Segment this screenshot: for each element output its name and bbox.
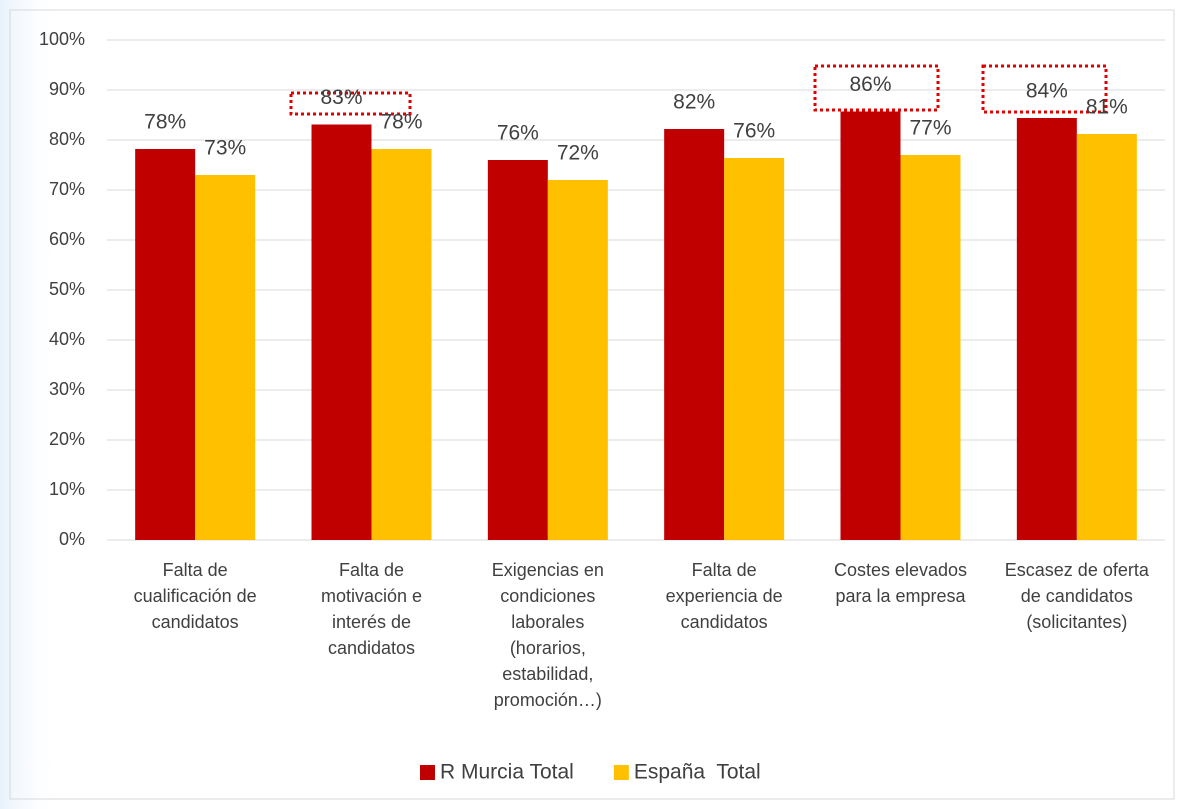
legend-label: R Murcia Total [440, 761, 574, 784]
value-label: 73% [204, 137, 246, 160]
bar [135, 149, 196, 540]
value-label: 86% [849, 73, 891, 96]
legend-swatch [613, 765, 629, 780]
y-tick-label: 70% [49, 179, 85, 199]
value-label: 78% [144, 111, 186, 134]
highlight-box [289, 91, 412, 116]
y-tick-label: 50% [49, 279, 85, 299]
x-tick-label: Exigencias en condiciones laborales (hor… [491, 560, 604, 710]
y-tick-label: 30% [49, 379, 85, 399]
y-tick-label: 60% [49, 229, 85, 249]
bar [1016, 118, 1077, 540]
bar [1076, 134, 1137, 540]
bar [371, 149, 432, 540]
background-tint [0, 0, 60, 809]
highlight-box [813, 64, 940, 112]
bar [664, 129, 725, 540]
value-label: 81% [1086, 96, 1128, 119]
y-tick-label: 40% [49, 329, 85, 349]
highlight-box [981, 64, 1108, 114]
x-tick-label: Falta de cualificación de candidatos [133, 560, 257, 632]
y-tick-label: 10% [49, 479, 85, 499]
x-tick-label: Falta de motivación e interés de candida… [320, 560, 423, 658]
bar [311, 124, 372, 540]
bar [724, 158, 785, 540]
bar [195, 175, 256, 540]
x-tick-label: Escasez de oferta de candidatos (solicit… [1004, 560, 1149, 632]
legend-label: España Total [634, 761, 761, 784]
y-tick-label: 90% [49, 79, 85, 99]
value-label: 76% [497, 122, 539, 145]
bar [900, 155, 961, 540]
value-label: 83% [320, 86, 362, 109]
value-label: 78% [380, 111, 422, 134]
value-label: 72% [557, 142, 599, 165]
legend-swatch [420, 765, 435, 780]
value-label: 82% [673, 91, 715, 114]
value-label: 84% [1026, 80, 1068, 103]
y-tick-label: 0% [59, 529, 85, 549]
chart-border [9, 9, 1175, 800]
bar [547, 180, 608, 540]
y-tick-label: 80% [49, 129, 85, 149]
value-label: 77% [909, 117, 951, 140]
y-tick-label: 100% [39, 29, 85, 49]
y-tick-label: 20% [49, 429, 85, 449]
x-tick-label: Costes elevados para la empresa [833, 560, 968, 606]
bar [840, 111, 901, 540]
x-tick-label: Falta de experiencia de candidatos [665, 560, 783, 632]
value-label: 76% [733, 120, 775, 143]
bar [487, 160, 548, 540]
